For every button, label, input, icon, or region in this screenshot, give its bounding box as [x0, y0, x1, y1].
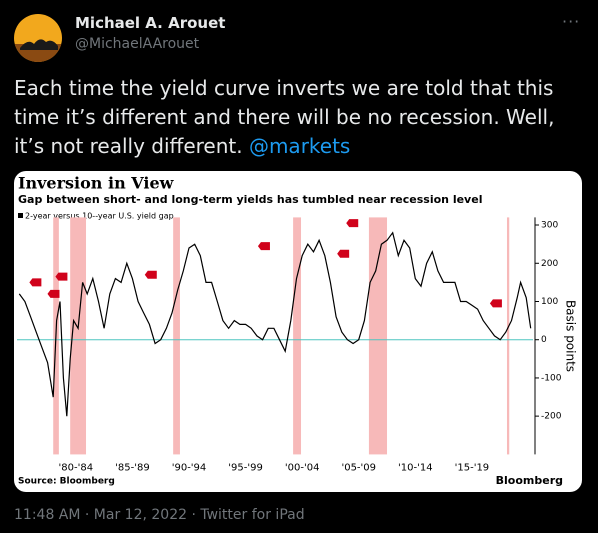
- tweet-text: Each time the yield curve inverts we are…: [14, 74, 584, 161]
- x-tick-label: '00-'04: [285, 462, 320, 473]
- inversion-marker: [346, 219, 359, 228]
- x-tick-label: '90-'94: [172, 462, 207, 473]
- x-tick-label: '80-'84: [59, 462, 94, 473]
- y-tick-label: 100: [541, 297, 558, 307]
- more-menu[interactable]: ···: [562, 12, 581, 31]
- x-tick-label: '15-'19: [455, 462, 490, 473]
- author-handle[interactable]: @MichaelAArouet: [75, 36, 200, 52]
- inversion-marker: [257, 242, 270, 251]
- legend-label: 2-year versus 10--year U.S. yield gap: [25, 212, 174, 221]
- chart-subtitle: Gap between short- and long-term yields …: [18, 193, 482, 206]
- y-tick-label: -200: [541, 412, 562, 422]
- x-tick-label: '05-'09: [341, 462, 376, 473]
- x-tick-label: '85-'89: [115, 462, 150, 473]
- inversion-marker: [144, 270, 157, 279]
- chart-title: Inversion in View: [18, 174, 175, 193]
- recession-band: [173, 217, 180, 455]
- y-tick-label: 0: [541, 335, 547, 345]
- recession-band: [506, 217, 510, 455]
- y-tick-label: -100: [541, 373, 562, 383]
- y-tick-label: 200: [541, 259, 558, 269]
- mention-link[interactable]: @markets: [248, 134, 351, 158]
- author-name[interactable]: Michael A. Arouet: [75, 14, 226, 32]
- brand: Bloomberg: [496, 474, 563, 487]
- y-tick-label: 300: [541, 221, 558, 231]
- recession-band: [293, 217, 302, 455]
- legend-swatch: [18, 213, 23, 218]
- chart-image[interactable]: Inversion in View Gap between short- and…: [14, 171, 582, 492]
- inversion-marker: [29, 278, 42, 287]
- inversion-marker: [489, 299, 502, 308]
- inversion-marker: [337, 249, 350, 258]
- y-axis-title: Basis points: [564, 300, 578, 372]
- recession-band: [368, 217, 388, 455]
- timestamp: 11:48 AM · Mar 12, 2022 · Twitter for iP…: [14, 507, 305, 523]
- plot: 300 200 100 0 -100 -200 '80-'84 '85-'89 '90-'94 '…: [17, 217, 562, 473]
- x-tick-label: '95-'99: [228, 462, 263, 473]
- source: Source: Bloomberg: [18, 477, 115, 487]
- yield-gap-line: [18, 231, 532, 417]
- x-tick-label: '10-'14: [398, 462, 433, 473]
- inversion-marker: [47, 289, 60, 298]
- inversion-marker: [55, 272, 68, 281]
- recession-band: [70, 217, 87, 455]
- avatar[interactable]: [14, 14, 62, 62]
- tweet-body: Each time the yield curve inverts we are…: [14, 76, 555, 158]
